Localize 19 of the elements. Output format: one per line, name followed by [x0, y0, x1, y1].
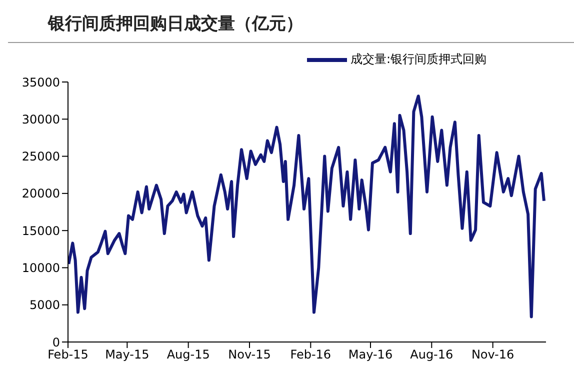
x-tick-label: May-15: [105, 348, 150, 362]
x-tick-label: Feb-16: [290, 348, 332, 362]
y-tick-label: 10000: [22, 260, 60, 275]
y-tick-label: 5000: [29, 298, 60, 312]
chart-title: 银行间质押回购日成交量（亿元）: [8, 8, 574, 43]
y-tick-label: 30000: [22, 112, 60, 126]
line-series: [68, 94, 546, 318]
y-tick-label: 25000: [22, 150, 60, 164]
x-tick-label: Aug-15: [166, 348, 210, 362]
y-tick-label: 0: [52, 335, 60, 350]
x-tick-label: Feb-15: [48, 348, 88, 362]
x-tick-label: Nov-15: [228, 348, 271, 362]
x-tick-label: Nov-16: [471, 348, 514, 362]
x-tick-label: Aug-16: [410, 348, 454, 362]
legend-label: 成交量:银行间质押式回购: [350, 51, 487, 68]
y-tick-label: 35000: [22, 75, 60, 90]
x-tick-label: May-16: [348, 348, 393, 362]
y-tick-label: 20000: [22, 186, 60, 201]
y-tick-label: 15000: [22, 224, 60, 238]
